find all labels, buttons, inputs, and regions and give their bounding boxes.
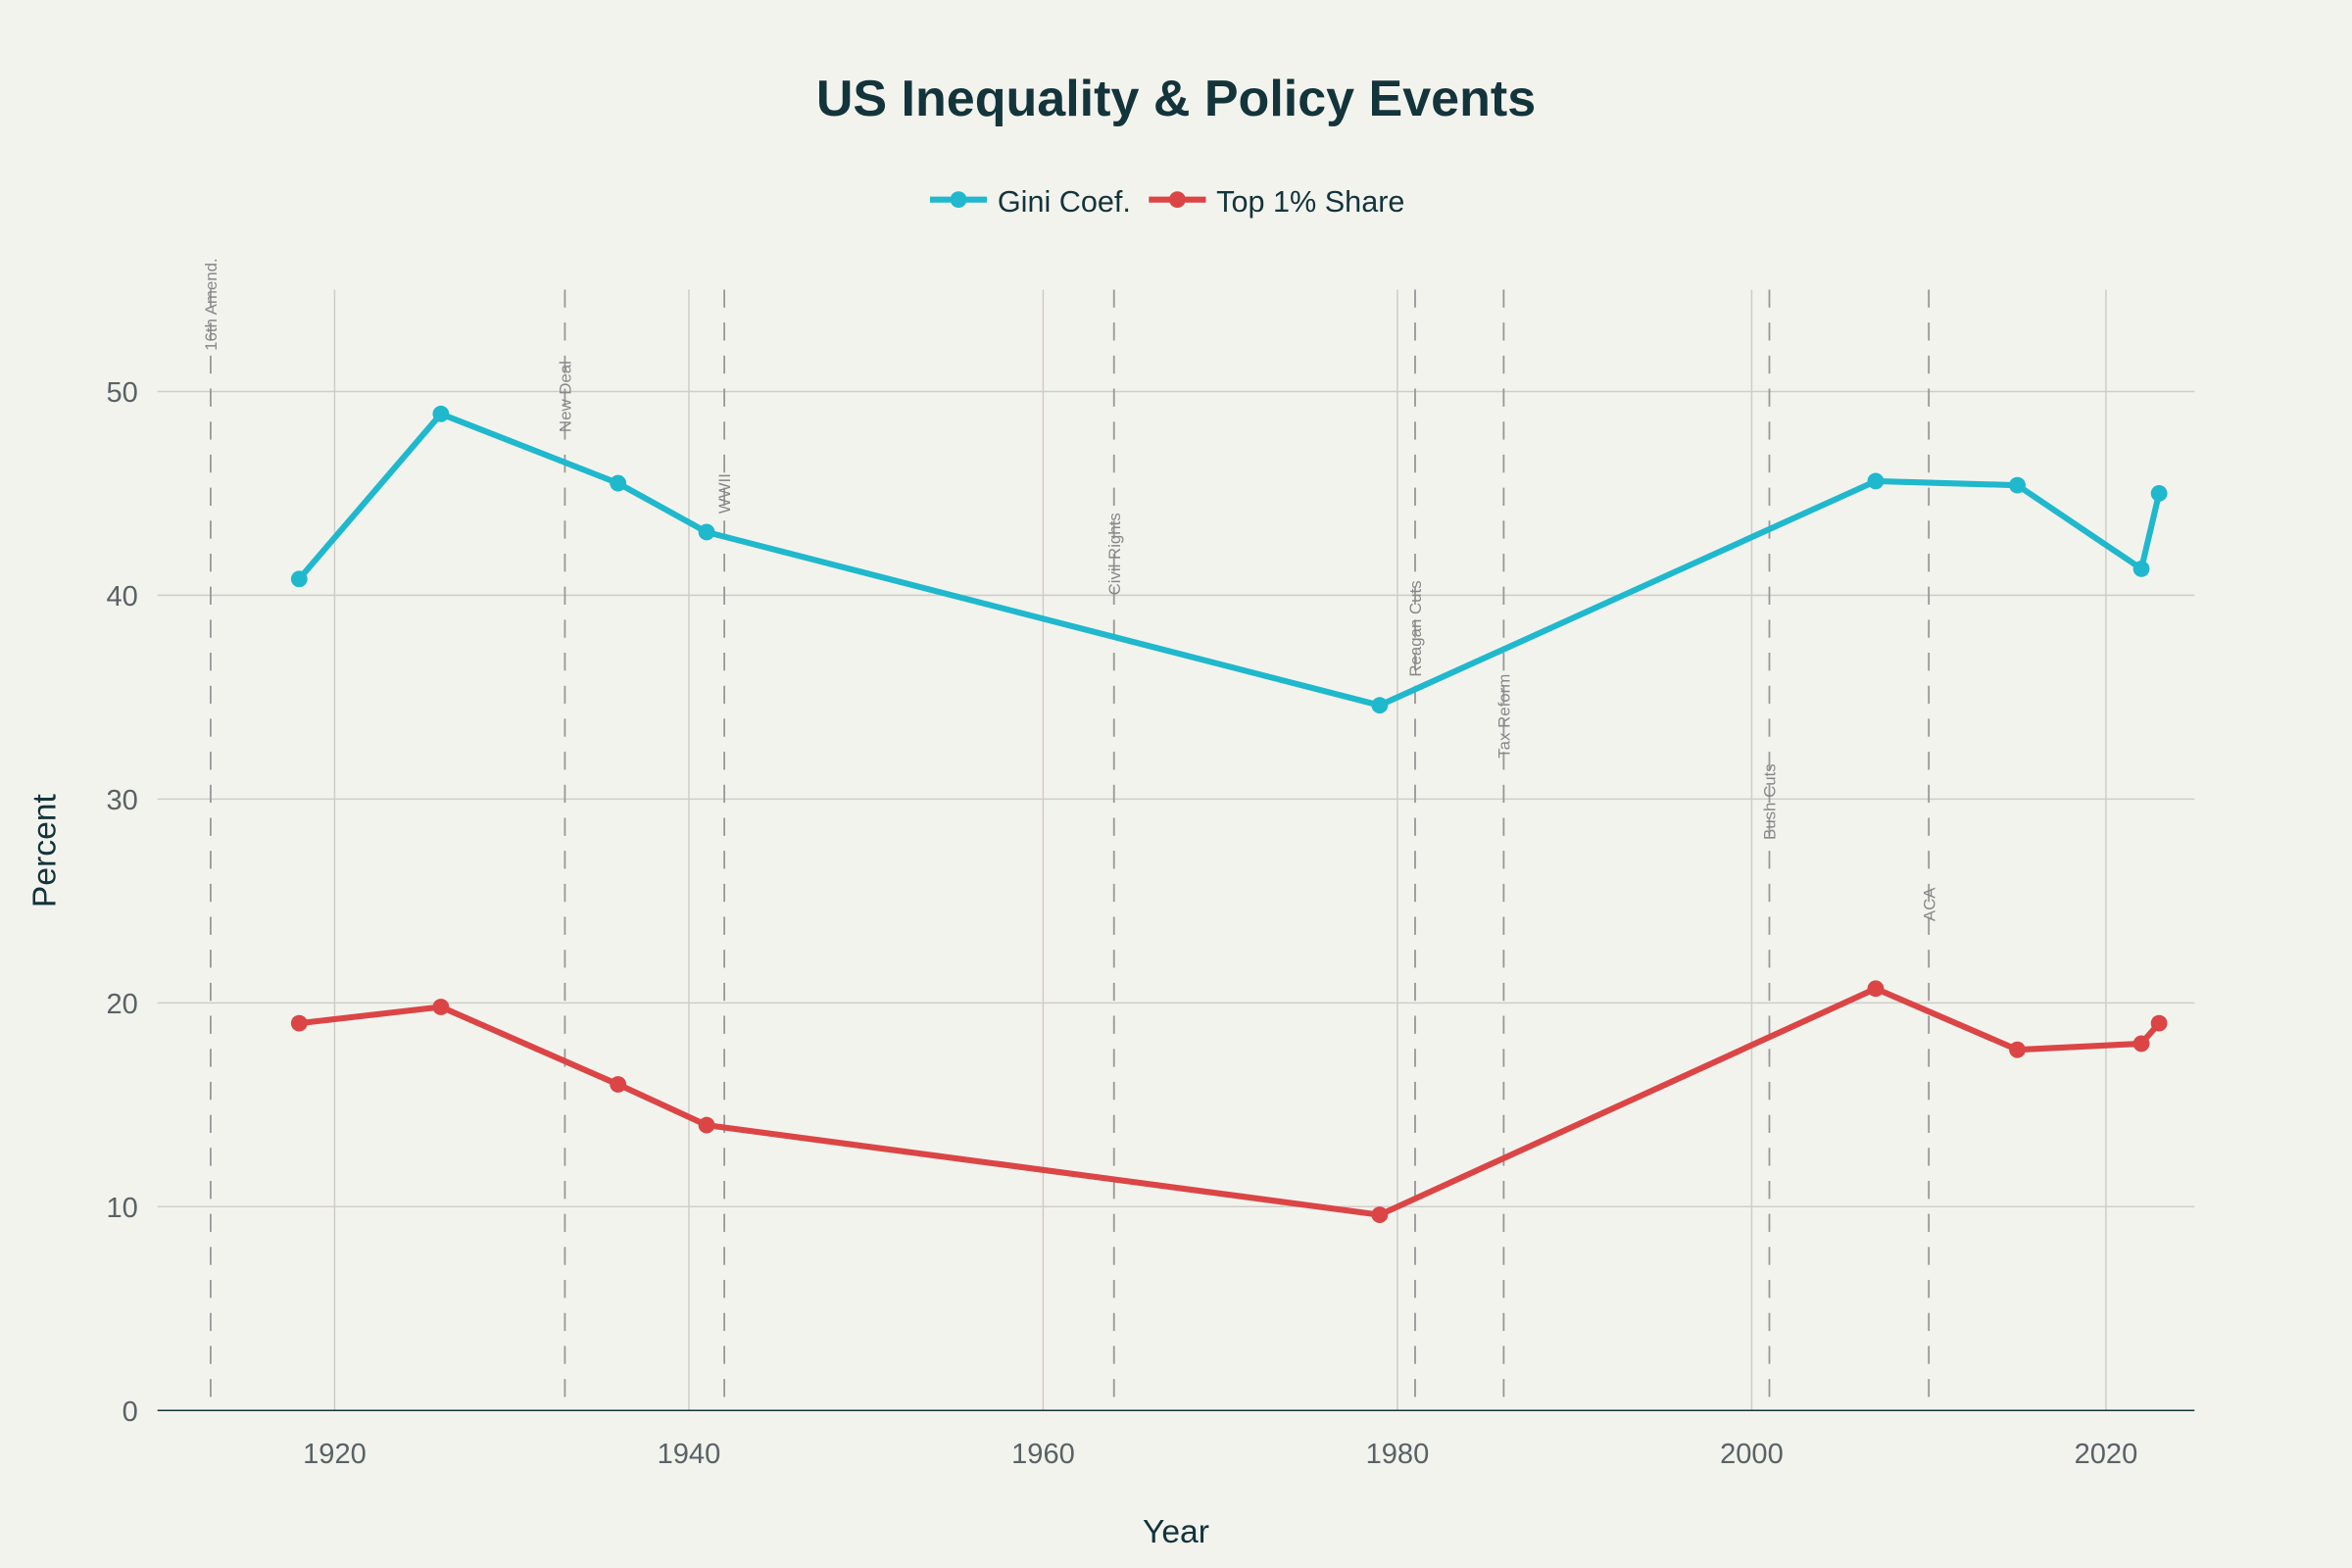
data-point xyxy=(698,523,715,541)
data-point xyxy=(432,405,450,422)
data-point xyxy=(610,474,627,492)
x-tick-label: 1940 xyxy=(658,1439,721,1470)
data-point xyxy=(2150,485,2168,502)
y-tick-label: 40 xyxy=(106,581,137,612)
annotations: 16th Amend. New Deal WWII Civil Rights Reaga… xyxy=(202,258,1938,1411)
series xyxy=(290,405,2168,1224)
event-label: ACA xyxy=(1920,887,1938,921)
event-label: New Deal xyxy=(557,361,575,432)
data-point xyxy=(1371,697,1389,714)
series-line xyxy=(298,985,2162,1218)
x-tick-label: 1980 xyxy=(1366,1439,1430,1470)
y-tick-label: 10 xyxy=(106,1193,137,1224)
y-tick-label: 30 xyxy=(106,785,137,816)
data-point xyxy=(2132,1035,2150,1053)
data-point xyxy=(1371,1206,1389,1224)
data-point xyxy=(290,1014,308,1032)
legend-label: Gini Coef. xyxy=(998,185,1131,219)
event-label: Civil Rights xyxy=(1105,513,1124,595)
event-label: Tax Reform xyxy=(1495,674,1514,759)
event-label: Bush Cuts xyxy=(1761,763,1780,840)
y-tick-label: 50 xyxy=(106,377,137,409)
chart-title: US Inequality & Policy Events xyxy=(816,71,1536,127)
x-tick-label: 2000 xyxy=(1720,1439,1784,1470)
data-point xyxy=(1867,980,1885,998)
data-point xyxy=(610,1076,627,1093)
series-line xyxy=(296,411,2163,709)
legend-marker xyxy=(950,191,967,209)
data-point xyxy=(2009,476,2026,494)
data-point xyxy=(698,1116,715,1134)
grid xyxy=(157,289,2195,1411)
legend-label: Top 1% Share xyxy=(1216,185,1404,219)
event-label: Reagan Cuts xyxy=(1406,580,1425,676)
legend: Gini Coef. Top 1% Share xyxy=(929,185,1404,219)
x-axis-label: Year xyxy=(1143,1514,1209,1550)
y-tick-label: 0 xyxy=(122,1396,138,1428)
data-point xyxy=(432,999,450,1015)
y-tick-label: 20 xyxy=(106,989,137,1020)
data-point xyxy=(2132,560,2150,577)
data-point xyxy=(290,570,308,588)
legend-marker xyxy=(1168,191,1186,209)
ticks: 1920 1940 1960 1980 2000 2020 0 10 20 30 40 50 xyxy=(106,377,2137,1470)
data-point xyxy=(2009,1041,2026,1058)
data-point xyxy=(2150,1014,2168,1032)
data-point xyxy=(1867,472,1885,490)
x-tick-label: 1960 xyxy=(1011,1439,1075,1470)
x-tick-label: 2020 xyxy=(2075,1439,2138,1470)
event-label: WWII xyxy=(715,473,734,514)
y-axis-label: Percent xyxy=(27,793,64,907)
x-tick-label: 1920 xyxy=(303,1439,367,1470)
event-label: 16th Amend. xyxy=(202,258,220,351)
